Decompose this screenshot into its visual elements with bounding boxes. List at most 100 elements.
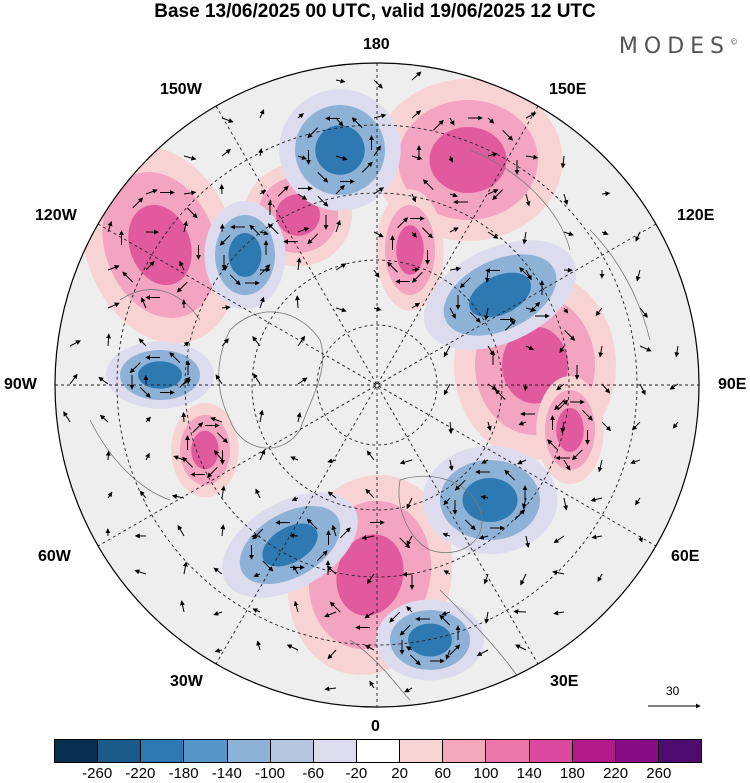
wind-arrow [373,306,382,312]
colorbar-tick-label: -220 [125,765,156,782]
wind-arrow [597,573,603,583]
wind-arrow [411,302,421,309]
colorbar-swatch [529,740,573,762]
wind-arrow [484,269,490,283]
lon-label-150w: 150W [160,81,202,98]
colorbar-tick-label: -100 [254,765,286,782]
wind-arrow [487,152,498,158]
colorbar-swatch [270,740,314,762]
wind-arrow [327,649,337,660]
wind-arrow [259,449,266,461]
wind-arrow [639,383,646,396]
wind-arrow [221,117,234,123]
wind-arrow [107,265,120,271]
colorbar-swatch [615,740,659,762]
wind-arrow [630,459,641,465]
wind-arrow [449,227,459,233]
wind-arrow [134,569,147,575]
wind-arrow [182,456,193,468]
wind-arrow [221,266,228,271]
wind-arrow [571,449,583,461]
wind-arrow [366,450,375,461]
coastlines [89,149,651,701]
wind-arrow [327,491,337,499]
wind-arrow [297,227,310,233]
wind-arrow [560,421,566,434]
wind-arrow [213,610,223,616]
wind-arrow [267,223,279,235]
wind-arrow [169,352,181,363]
wind-arrow [484,307,490,321]
wind-arrow [601,383,611,394]
wind-arrow [559,345,565,354]
wind-arrow [296,412,302,423]
wind-arrow [560,155,566,169]
wind-arrow [518,420,527,426]
wind-arrow [525,269,532,281]
wind-arrow [369,680,375,689]
wind-arrow [631,421,641,431]
wind-arrow [252,336,261,347]
wind-arrow [210,417,223,423]
wind-arrow [181,411,187,423]
wind-arrow [297,377,308,385]
wind-arrow [481,459,489,464]
wind-arrow [443,570,451,575]
wind-arrow [307,233,319,245]
wind-arrow [293,600,299,613]
wind-arrow [258,148,264,157]
wind-arrow [563,193,569,206]
wind-arrow [522,231,528,245]
wind-arrow [483,573,489,585]
wind-arrow [259,109,265,119]
wind-arrow [253,373,261,385]
modes-logo: MODES© [619,34,738,59]
map-boundary [54,62,700,708]
wind-arrow [439,614,451,626]
wind-arrow [335,307,347,313]
wind-arrow [335,117,344,127]
wind-arrow [502,129,514,141]
wind-arrow [443,383,451,396]
wind-arrow [406,535,413,547]
wind-arrow [513,609,527,615]
wind-arrow [494,389,506,401]
wind-arrow [262,560,274,572]
wind-arrow [99,414,109,423]
positive-anomaly [336,534,404,616]
wind-arrow [177,524,185,537]
wind-arrow [487,117,495,124]
wind-arrow [563,497,569,511]
wind-arrow [514,509,526,521]
wind-arrow [449,307,456,319]
wind-arrow [256,640,262,651]
wind-arrow [411,110,422,119]
wind-arrow [213,567,223,575]
wind-arrow [635,269,641,282]
wind-arrow [373,145,381,157]
wind-arrow [441,611,451,616]
wind-arrow [487,383,498,390]
wind-arrow [132,197,144,209]
wind-arrow [432,119,444,131]
wind-arrow [192,422,204,434]
wind-arrow [547,439,558,451]
wind-arrow [459,277,471,289]
wind-arrow [98,376,109,385]
wind-arrow [326,565,337,575]
wind-arrow [406,606,413,613]
wind-arrow [515,644,527,651]
wind-arrow [601,421,611,432]
wind-arrow [182,561,188,575]
wind-arrow [173,455,185,461]
wind-arrow [389,611,401,623]
colorbar-tick-label: -140 [211,765,242,782]
wind-arrow [317,195,329,207]
wind-arrow [294,295,300,309]
wind-arrow [69,373,78,385]
wind-arrow [672,421,679,429]
wind-arrow [478,534,489,540]
lon-label-120w: 120W [35,207,77,224]
wind-arrow [487,189,499,195]
colorbar-swatch [227,740,271,762]
